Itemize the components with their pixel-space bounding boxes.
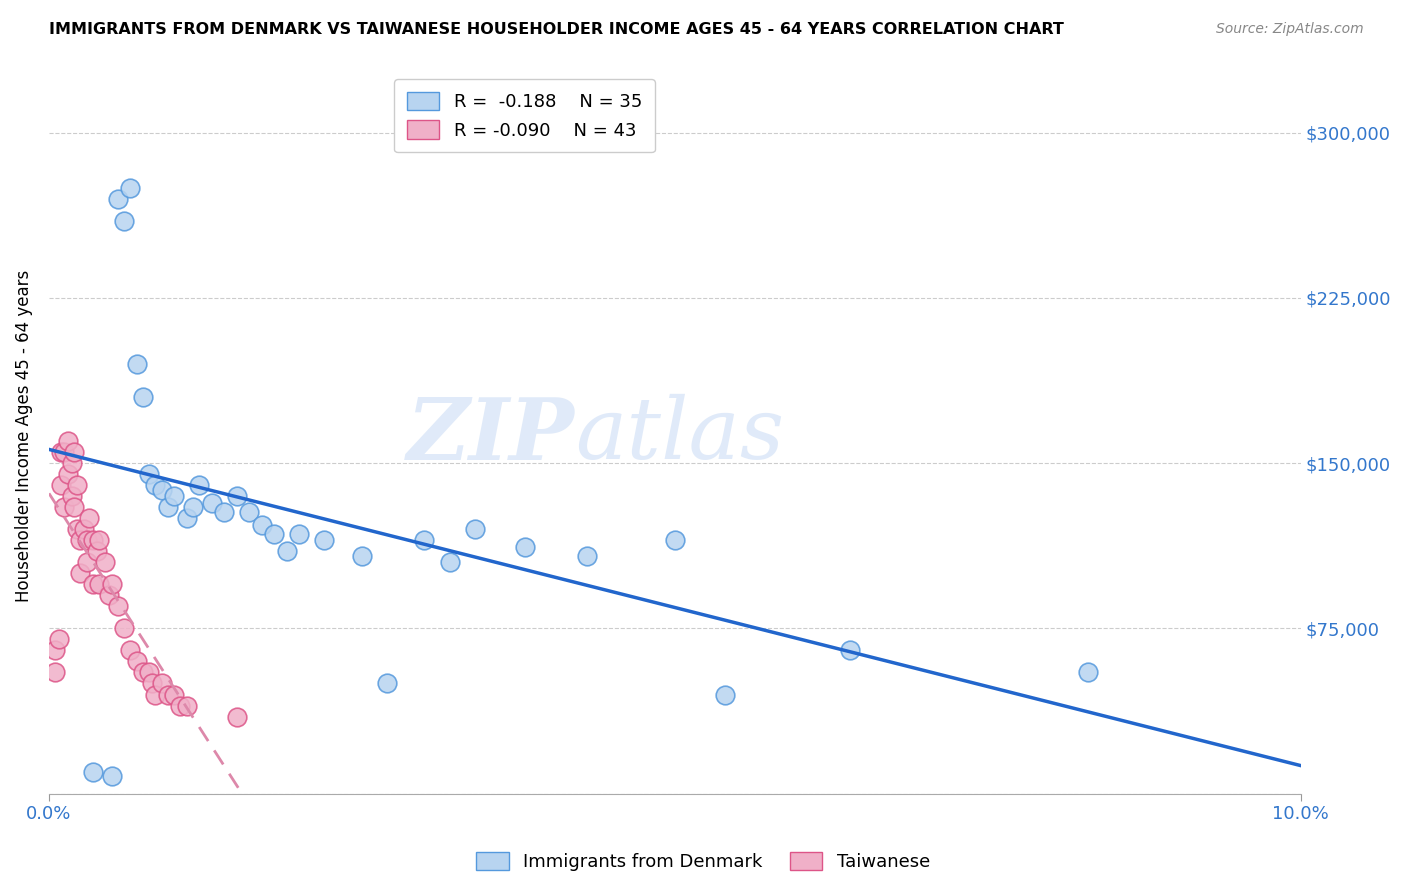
Point	[132, 390, 155, 404]
Point	[98, 588, 121, 602]
Point	[276, 544, 298, 558]
Point	[44, 643, 66, 657]
Point	[76, 555, 98, 569]
Point	[77, 511, 100, 525]
Point	[82, 533, 104, 548]
Point	[513, 540, 536, 554]
Point	[73, 522, 96, 536]
Legend: R =  -0.188    N = 35, R = -0.090    N = 43: R = -0.188 N = 35, R = -0.090 N = 43	[394, 79, 655, 153]
Point	[107, 192, 129, 206]
Point	[51, 445, 73, 459]
Text: atlas: atlas	[575, 394, 783, 477]
Point	[145, 688, 167, 702]
Point	[664, 533, 686, 548]
Point	[413, 533, 436, 548]
Point	[87, 533, 110, 548]
Point	[69, 566, 91, 581]
Point	[138, 665, 160, 680]
Point	[176, 511, 198, 525]
Point	[86, 544, 108, 558]
Point	[53, 500, 76, 515]
Point	[225, 709, 247, 723]
Point	[82, 577, 104, 591]
Point	[125, 655, 148, 669]
Point	[60, 456, 83, 470]
Point	[51, 478, 73, 492]
Point	[576, 549, 599, 563]
Point	[63, 445, 86, 459]
Point	[212, 505, 235, 519]
Point	[156, 500, 179, 515]
Point	[53, 445, 76, 459]
Point	[63, 500, 86, 515]
Point	[138, 467, 160, 482]
Point	[150, 676, 173, 690]
Point	[94, 555, 117, 569]
Point	[156, 688, 179, 702]
Point	[839, 643, 862, 657]
Point	[56, 434, 79, 448]
Point	[714, 688, 737, 702]
Point	[120, 643, 142, 657]
Point	[87, 577, 110, 591]
Point	[112, 213, 135, 227]
Point	[314, 533, 336, 548]
Point	[65, 478, 87, 492]
Point	[464, 522, 486, 536]
Point	[145, 478, 167, 492]
Point	[141, 676, 163, 690]
Point	[188, 478, 211, 492]
Point	[288, 526, 311, 541]
Point	[107, 599, 129, 614]
Text: Source: ZipAtlas.com: Source: ZipAtlas.com	[1216, 22, 1364, 37]
Point	[163, 688, 186, 702]
Point	[56, 467, 79, 482]
Point	[225, 489, 247, 503]
Point	[263, 526, 285, 541]
Point	[100, 577, 122, 591]
Point	[150, 483, 173, 497]
Point	[1077, 665, 1099, 680]
Legend: Immigrants from Denmark, Taiwanese: Immigrants from Denmark, Taiwanese	[470, 845, 936, 879]
Point	[112, 621, 135, 635]
Point	[350, 549, 373, 563]
Y-axis label: Householder Income Ages 45 - 64 years: Householder Income Ages 45 - 64 years	[15, 269, 32, 602]
Point	[82, 764, 104, 779]
Point	[201, 496, 224, 510]
Point	[439, 555, 461, 569]
Point	[44, 665, 66, 680]
Point	[65, 522, 87, 536]
Point	[375, 676, 398, 690]
Point	[125, 357, 148, 371]
Point	[100, 769, 122, 783]
Point	[60, 489, 83, 503]
Point	[238, 505, 260, 519]
Point	[169, 698, 191, 713]
Point	[132, 665, 155, 680]
Point	[181, 500, 204, 515]
Point	[69, 533, 91, 548]
Point	[48, 632, 70, 647]
Point	[163, 489, 186, 503]
Point	[176, 698, 198, 713]
Text: IMMIGRANTS FROM DENMARK VS TAIWANESE HOUSEHOLDER INCOME AGES 45 - 64 YEARS CORRE: IMMIGRANTS FROM DENMARK VS TAIWANESE HOU…	[49, 22, 1064, 37]
Text: ZIP: ZIP	[406, 393, 575, 477]
Point	[250, 517, 273, 532]
Point	[76, 533, 98, 548]
Point	[120, 180, 142, 194]
